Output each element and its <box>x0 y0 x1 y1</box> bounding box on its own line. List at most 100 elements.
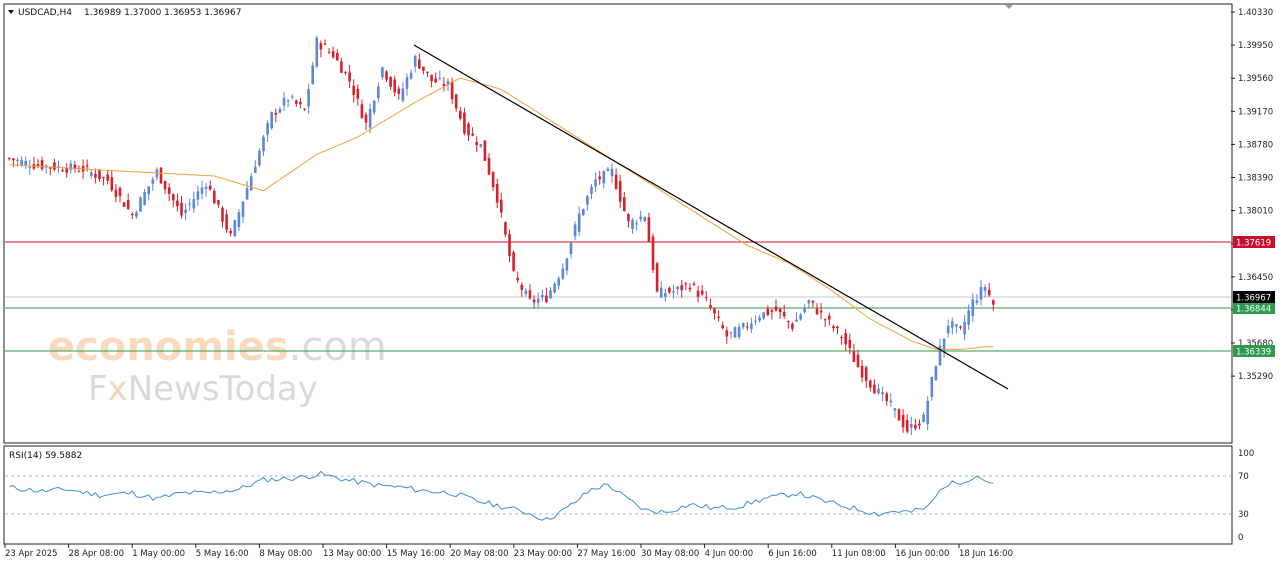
candle[interactable] <box>582 208 585 217</box>
candle[interactable] <box>754 315 757 326</box>
candle[interactable] <box>717 310 720 322</box>
candle[interactable] <box>254 160 257 174</box>
candle[interactable] <box>975 294 979 306</box>
candle[interactable] <box>664 288 667 302</box>
candle[interactable] <box>844 328 847 352</box>
candle[interactable] <box>344 71 347 76</box>
candle[interactable] <box>536 292 540 309</box>
candle[interactable] <box>69 160 73 174</box>
candle[interactable] <box>122 201 126 208</box>
candle[interactable] <box>225 209 228 233</box>
candle[interactable] <box>610 163 614 184</box>
candle[interactable] <box>963 314 966 341</box>
candle[interactable] <box>914 418 917 431</box>
candle[interactable] <box>393 75 396 97</box>
candle[interactable] <box>487 153 491 176</box>
candle[interactable] <box>73 161 77 173</box>
candle[interactable] <box>450 77 454 104</box>
candle[interactable] <box>442 76 446 92</box>
candle[interactable] <box>881 386 884 402</box>
candle[interactable] <box>290 93 294 100</box>
candle[interactable] <box>405 73 409 96</box>
candle[interactable] <box>500 192 503 218</box>
candle[interactable] <box>873 379 876 394</box>
candle[interactable] <box>295 99 298 107</box>
candle[interactable] <box>832 324 835 332</box>
candle[interactable] <box>823 318 827 327</box>
candle[interactable] <box>565 257 569 276</box>
candle[interactable] <box>692 281 696 287</box>
candle[interactable] <box>172 193 175 208</box>
candle[interactable] <box>532 295 536 309</box>
candle[interactable] <box>659 281 663 298</box>
candle[interactable] <box>516 271 519 284</box>
candle[interactable] <box>987 282 991 298</box>
candle[interactable] <box>799 312 802 321</box>
candle[interactable] <box>364 112 368 131</box>
candle[interactable] <box>299 97 302 109</box>
candle[interactable] <box>655 261 659 293</box>
candle[interactable] <box>635 219 638 231</box>
candle[interactable] <box>618 174 622 208</box>
candle[interactable] <box>213 188 216 204</box>
candle[interactable] <box>258 148 261 168</box>
candle[interactable] <box>774 299 778 312</box>
candle[interactable] <box>282 91 286 111</box>
candle[interactable] <box>454 93 458 112</box>
candle[interactable] <box>860 359 864 383</box>
candle[interactable] <box>569 242 573 259</box>
candle[interactable] <box>151 176 155 191</box>
candle[interactable] <box>475 136 478 152</box>
candle[interactable] <box>180 196 183 219</box>
candle[interactable] <box>586 194 589 211</box>
candle[interactable] <box>930 376 934 401</box>
candle[interactable] <box>951 317 954 335</box>
candle[interactable] <box>938 338 942 367</box>
candle[interactable] <box>8 157 11 161</box>
candle[interactable] <box>491 171 495 192</box>
candle[interactable] <box>118 186 122 203</box>
candle[interactable] <box>807 299 811 309</box>
candle[interactable] <box>184 203 187 221</box>
candle[interactable] <box>623 192 626 212</box>
candle[interactable] <box>639 210 642 222</box>
candle[interactable] <box>864 365 868 388</box>
candle[interactable] <box>163 180 167 195</box>
candle[interactable] <box>869 379 872 392</box>
candle[interactable] <box>340 57 343 73</box>
candle[interactable] <box>467 121 470 141</box>
candle[interactable] <box>905 414 909 434</box>
candle[interactable] <box>910 416 913 436</box>
candle[interactable] <box>983 284 987 298</box>
candle[interactable] <box>196 185 200 206</box>
candle[interactable] <box>713 307 716 320</box>
candle[interactable] <box>889 393 893 407</box>
candle[interactable] <box>967 304 970 330</box>
candle[interactable] <box>577 206 581 236</box>
candle[interactable] <box>262 134 265 157</box>
candle[interactable] <box>557 276 560 290</box>
candle[interactable] <box>413 54 417 73</box>
candle[interactable] <box>840 335 843 345</box>
candle[interactable] <box>791 322 794 332</box>
candle[interactable] <box>795 312 798 322</box>
candle[interactable] <box>327 47 331 55</box>
rsi-panel[interactable] <box>3 445 1233 545</box>
candle[interactable] <box>651 233 655 274</box>
candle[interactable] <box>590 184 593 199</box>
candle[interactable] <box>811 300 815 308</box>
candle[interactable] <box>803 304 806 314</box>
candle[interactable] <box>200 180 204 200</box>
candle[interactable] <box>672 284 675 299</box>
candle[interactable] <box>377 82 380 103</box>
candle[interactable] <box>24 156 27 170</box>
candle[interactable] <box>495 178 499 208</box>
candle[interactable] <box>249 173 253 191</box>
candle[interactable] <box>274 108 278 123</box>
candle[interactable] <box>848 333 852 354</box>
candle[interactable] <box>750 317 753 334</box>
candle[interactable] <box>356 84 360 106</box>
candle[interactable] <box>668 286 671 294</box>
candle[interactable] <box>385 70 388 83</box>
candle[interactable] <box>700 285 704 296</box>
